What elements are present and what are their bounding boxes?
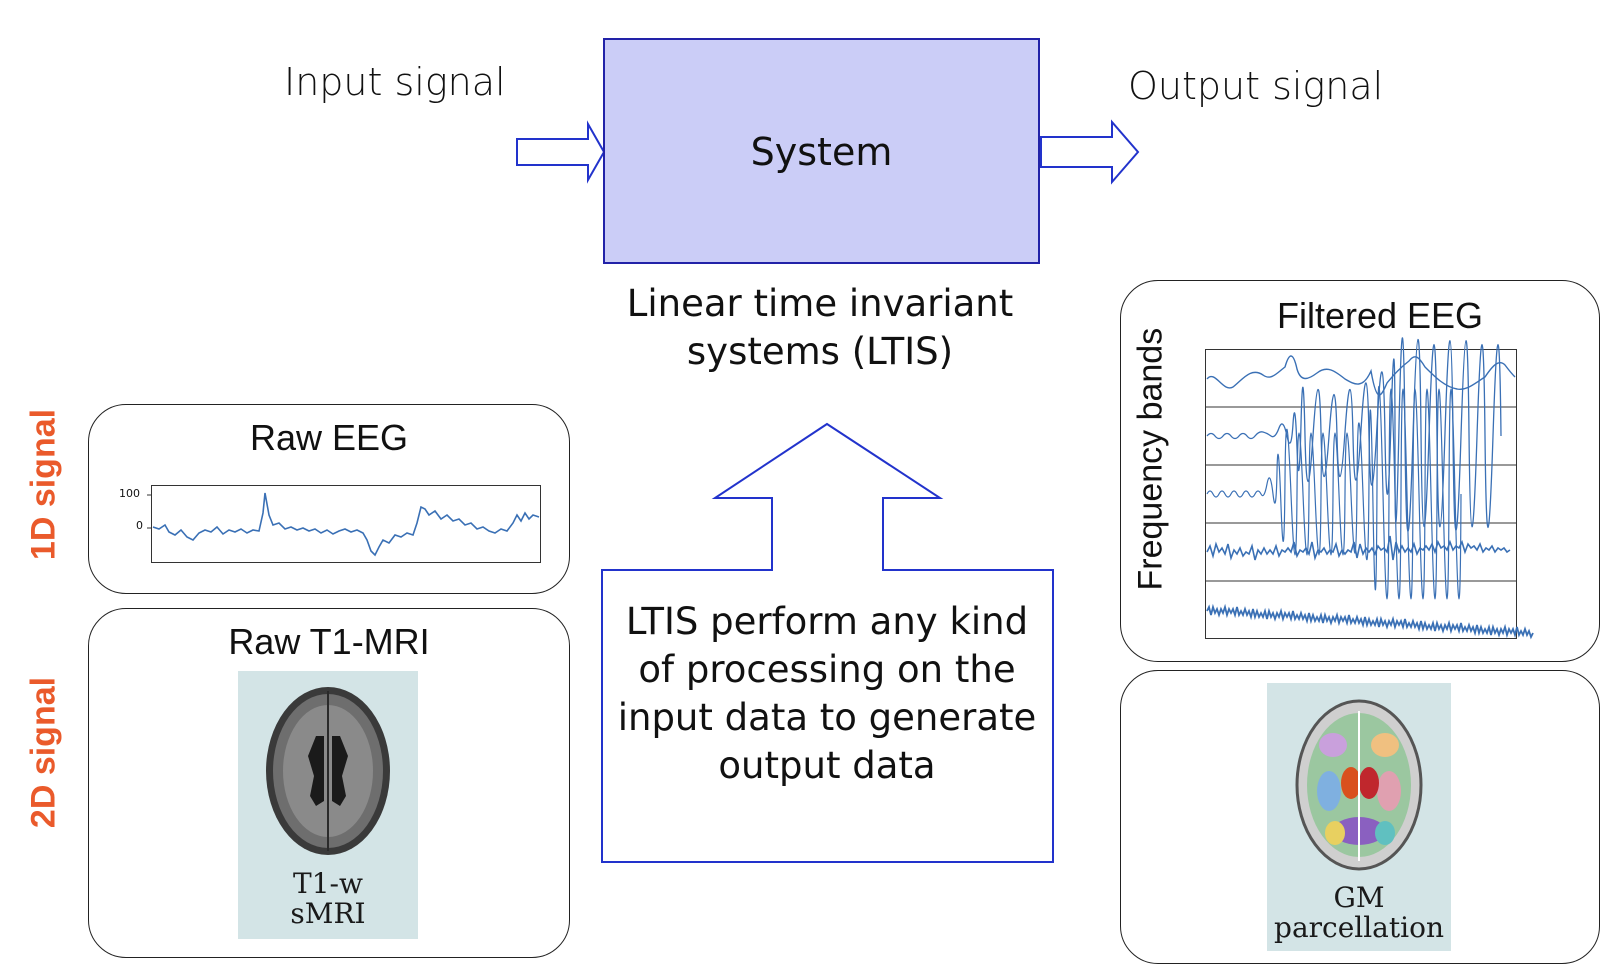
band-2-trace xyxy=(1206,337,1502,532)
raw-eeg-panel: Raw EEG 100 0 xyxy=(88,404,570,594)
system-box xyxy=(603,38,1040,264)
system-label: System xyxy=(750,130,893,174)
t1-mri-image-card: T1-w sMRI xyxy=(238,671,418,939)
ltis-caption-line-2: systems (LTIS) xyxy=(686,330,954,373)
raw-mri-panel: Raw T1-MRI T1-w sMRI xyxy=(88,608,570,958)
output-signal-label: Output signal xyxy=(1128,64,1384,108)
mri-caption-line-1: T1-w xyxy=(293,867,363,900)
gm-parcellation-panel: GM parcellation xyxy=(1120,670,1600,964)
brain-mri-image xyxy=(266,687,390,855)
frequency-axis-label: Frequency bands xyxy=(1131,327,1170,591)
raw-mri-title: Raw T1-MRI xyxy=(228,621,430,662)
side-label-1d: 1D signal xyxy=(24,408,63,561)
raw-eeg-tick-100: 100 xyxy=(119,487,140,500)
side-label-2d: 2D signal xyxy=(24,676,63,829)
mri-caption-line-2: sMRI xyxy=(290,897,366,930)
filtered-eeg-title: Filtered EEG xyxy=(1276,295,1484,336)
input-arrow xyxy=(516,120,606,184)
band-1-trace xyxy=(1206,355,1516,396)
filtered-eeg-plot xyxy=(1205,337,1534,640)
mri-caption: T1-w sMRI xyxy=(238,869,418,929)
gm-caption-line-2: parcellation xyxy=(1274,911,1444,944)
ltis-caption: Linear time invariant systems (LTIS) xyxy=(590,280,1050,376)
band-3-trace xyxy=(1206,385,1462,600)
gm-image-card: GM parcellation xyxy=(1267,683,1451,951)
input-signal-label: Input signal xyxy=(284,60,506,104)
callout-text: LTIS perform any kind of processing on t… xyxy=(617,600,1037,787)
raw-eeg-tick-0: 0 xyxy=(136,519,143,532)
band-4-trace xyxy=(1206,535,1511,561)
filtered-eeg-panel: Filtered EEG Frequency bands xyxy=(1120,280,1600,662)
raw-eeg-title: Raw EEG xyxy=(249,417,409,458)
callout-arrow-box xyxy=(601,422,1054,863)
output-arrow xyxy=(1040,119,1140,185)
gm-parcellation-image xyxy=(1295,699,1423,871)
gm-caption-line-1: GM xyxy=(1333,881,1385,914)
gm-caption: GM parcellation xyxy=(1267,883,1451,943)
raw-eeg-plot xyxy=(147,485,541,563)
band-5-trace xyxy=(1206,603,1534,640)
ltis-caption-line-1: Linear time invariant xyxy=(626,282,1014,325)
